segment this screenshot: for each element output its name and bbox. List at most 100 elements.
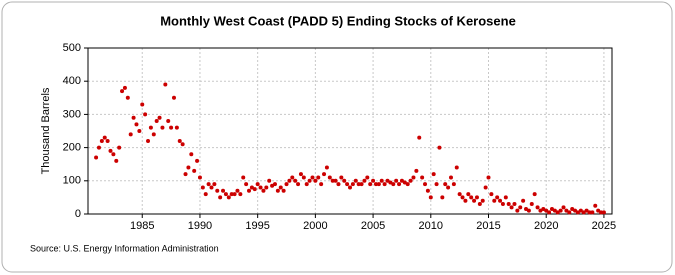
data-point — [394, 178, 399, 183]
data-point — [414, 168, 419, 173]
data-point — [417, 135, 422, 140]
data-point — [477, 202, 482, 207]
data-point — [117, 145, 122, 150]
x-tick-label: 2025 — [592, 220, 616, 232]
data-point — [472, 198, 477, 203]
data-point — [362, 178, 367, 183]
data-point — [474, 195, 479, 200]
data-point — [593, 203, 598, 208]
data-point — [146, 138, 151, 143]
data-point — [440, 195, 445, 200]
data-point — [379, 178, 384, 183]
data-point — [105, 138, 110, 143]
data-point — [333, 178, 338, 183]
data-point — [111, 152, 116, 157]
data-point — [229, 192, 234, 197]
data-point — [180, 142, 185, 147]
data-point — [518, 205, 523, 210]
data-point — [498, 198, 503, 203]
y-tick-label: 0 — [75, 208, 81, 220]
y-tick-label: 500 — [63, 42, 81, 54]
data-point — [503, 195, 508, 200]
data-point — [177, 138, 182, 143]
data-point — [221, 188, 226, 193]
data-point — [480, 198, 485, 203]
data-point — [324, 165, 329, 170]
data-point — [94, 155, 99, 160]
data-point — [345, 182, 350, 187]
data-point — [515, 208, 520, 213]
data-point — [252, 187, 257, 192]
data-point — [316, 175, 321, 180]
data-point — [275, 188, 280, 193]
data-point — [244, 182, 249, 187]
data-point — [425, 188, 430, 193]
source-note: Source: U.S. Energy Information Administ… — [30, 243, 219, 253]
data-point — [382, 182, 387, 187]
data-point — [336, 182, 341, 187]
data-point — [353, 178, 358, 183]
data-point — [350, 182, 355, 187]
data-point — [226, 195, 231, 200]
data-point — [235, 188, 240, 193]
data-point — [99, 138, 104, 143]
data-point — [293, 178, 298, 183]
data-point — [492, 198, 497, 203]
data-point — [131, 115, 136, 120]
data-point — [601, 210, 606, 215]
data-point — [319, 182, 324, 187]
data-point — [431, 172, 436, 177]
data-point — [448, 175, 453, 180]
data-point — [169, 125, 174, 130]
data-point — [532, 192, 537, 197]
data-point — [567, 210, 572, 215]
data-point — [290, 175, 295, 180]
x-tick-label: 2000 — [303, 220, 327, 232]
data-point — [434, 182, 439, 187]
x-tick-label: 2015 — [476, 220, 500, 232]
data-point — [327, 175, 332, 180]
data-point — [96, 145, 101, 150]
data-point — [154, 119, 159, 124]
data-point — [163, 82, 168, 87]
data-point — [547, 210, 552, 215]
data-point — [232, 192, 237, 197]
data-point — [405, 182, 410, 187]
data-point — [408, 178, 413, 183]
data-point — [166, 119, 171, 124]
data-point — [495, 195, 500, 200]
data-point — [281, 188, 286, 193]
data-point — [125, 95, 130, 100]
data-point — [298, 172, 303, 177]
data-point — [457, 192, 462, 197]
data-point — [307, 178, 312, 183]
data-point — [463, 198, 468, 203]
data-point — [114, 158, 119, 163]
data-point — [529, 202, 534, 207]
data-point — [255, 182, 260, 187]
data-point — [278, 185, 283, 190]
y-tick-label: 200 — [63, 142, 81, 154]
x-tick-label: 2005 — [361, 220, 385, 232]
data-point — [151, 132, 156, 137]
data-point — [209, 185, 214, 190]
data-point — [267, 178, 272, 183]
x-tick-label: 1990 — [188, 220, 212, 232]
data-point — [120, 89, 125, 94]
data-point — [365, 175, 370, 180]
data-point — [108, 148, 113, 153]
data-point — [261, 188, 266, 193]
data-point — [160, 125, 165, 130]
data-point — [535, 205, 540, 210]
data-point — [359, 182, 364, 187]
data-point — [486, 175, 491, 180]
x-tick-label: 2010 — [419, 220, 443, 232]
data-point — [272, 182, 277, 187]
x-tick-label: 1985 — [130, 220, 154, 232]
data-point — [500, 202, 505, 207]
data-point — [509, 205, 514, 210]
data-point — [171, 95, 176, 100]
data-point — [561, 205, 566, 210]
data-point — [157, 115, 162, 120]
